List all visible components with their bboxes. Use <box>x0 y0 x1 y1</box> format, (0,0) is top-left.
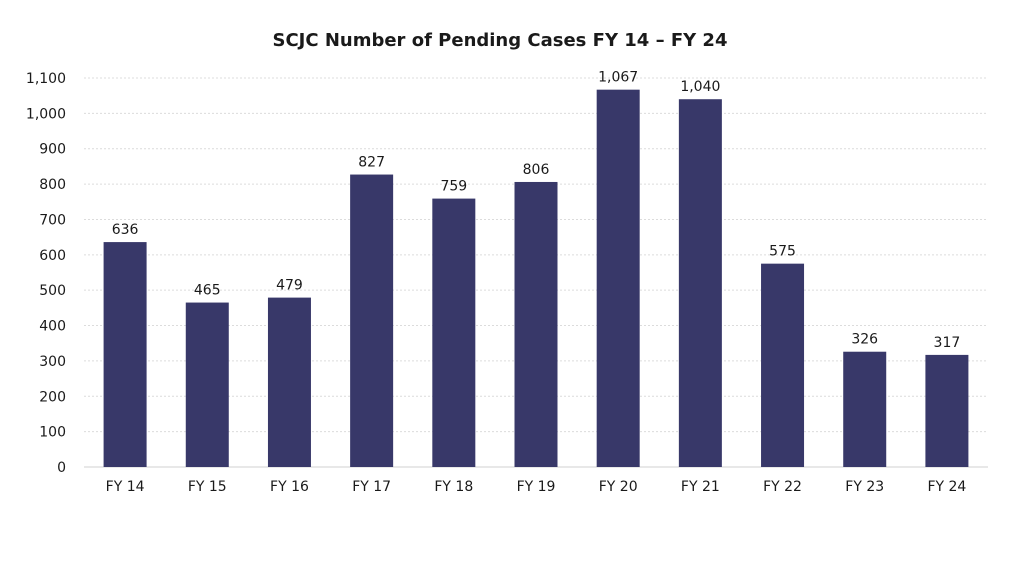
x-tick-label: FY 23 <box>845 479 884 495</box>
x-tick-label: FY 19 <box>517 479 556 495</box>
x-tick-label: FY 17 <box>352 479 391 495</box>
data-label: 479 <box>276 278 303 294</box>
bar <box>678 99 722 467</box>
x-tick-label: FY 18 <box>434 479 473 495</box>
data-label: 1,067 <box>598 70 638 86</box>
bar <box>432 198 476 467</box>
y-tick-label: 300 <box>39 354 66 370</box>
bar <box>267 297 311 467</box>
y-tick-label: 400 <box>39 319 66 335</box>
data-label: 827 <box>358 155 385 171</box>
bars <box>103 89 969 468</box>
bar <box>843 351 887 467</box>
bar <box>350 174 394 467</box>
x-tick-label: FY 24 <box>927 479 966 495</box>
data-label: 1,040 <box>680 79 720 95</box>
bar <box>761 263 805 467</box>
data-label: 575 <box>769 244 796 260</box>
y-tick-label: 700 <box>39 212 66 228</box>
data-label: 636 <box>112 222 139 238</box>
y-tick-label: 200 <box>39 389 66 405</box>
chart-title: SCJC Number of Pending Cases FY 14 – FY … <box>272 30 727 51</box>
y-tick-label: 100 <box>39 425 66 441</box>
y-tick-label: 500 <box>39 283 66 299</box>
y-tick-label: 800 <box>39 177 66 193</box>
bar <box>596 89 640 468</box>
bar <box>103 242 147 467</box>
y-tick-label: 1,100 <box>26 71 66 87</box>
x-tick-label: FY 22 <box>763 479 802 495</box>
data-label: 759 <box>440 179 467 195</box>
y-tick-label: 0 <box>57 460 66 476</box>
data-labels: 636 465 479 827 759 806 1,067 1,040 575 326 317 <box>112 70 961 351</box>
data-label: 465 <box>194 283 221 299</box>
bar <box>514 181 558 467</box>
data-label: 806 <box>523 162 550 178</box>
x-tick-label: FY 14 <box>106 479 145 495</box>
bar <box>185 302 229 467</box>
bar <box>925 354 969 467</box>
y-axis-ticks: 0 100 200 300 400 500 600 700 800 900 1,000 1,100 <box>26 71 66 476</box>
x-axis-ticks: FY 14 FY 15 FY 16 FY 17 FY 18 FY 19 FY 20 FY 21… <box>106 479 967 495</box>
x-tick-label: FY 16 <box>270 479 309 495</box>
x-tick-label: FY 20 <box>599 479 638 495</box>
y-tick-label: 600 <box>39 248 66 264</box>
data-label: 326 <box>851 332 878 348</box>
y-tick-label: 900 <box>39 142 66 158</box>
x-tick-label: FY 21 <box>681 479 720 495</box>
y-tick-label: 1,000 <box>26 106 66 122</box>
x-tick-label: FY 15 <box>188 479 227 495</box>
data-label: 317 <box>934 335 961 351</box>
